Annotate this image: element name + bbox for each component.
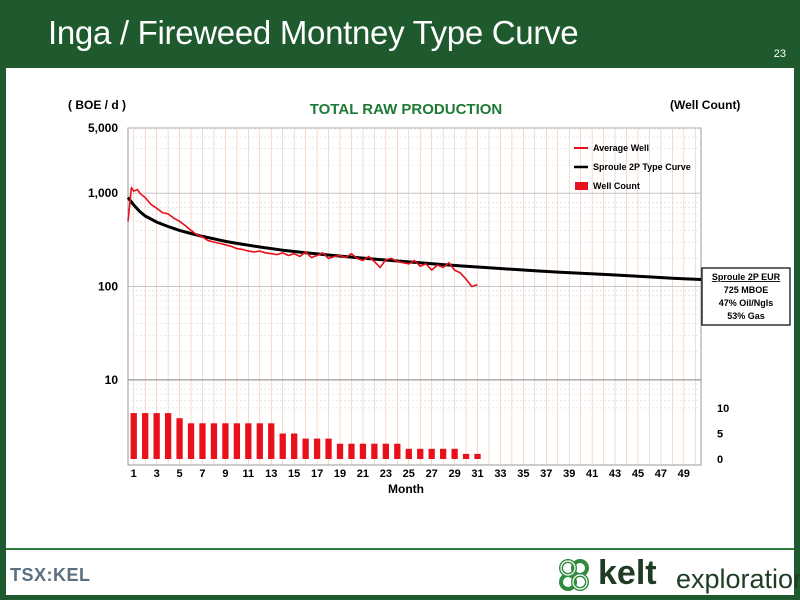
well-count-bar xyxy=(417,448,424,459)
well-count-bar xyxy=(187,423,195,459)
well-count-bar xyxy=(222,423,229,459)
well-count-bar xyxy=(256,423,263,459)
x-tick-label: 45 xyxy=(632,468,644,480)
well-count-bar xyxy=(233,423,241,459)
footer-divider xyxy=(6,548,794,550)
x-tick-label: 31 xyxy=(471,468,483,480)
x-tick-label: 27 xyxy=(426,468,438,480)
well-count-bar xyxy=(451,448,458,459)
well-count-bars xyxy=(130,413,481,459)
x-axis-label: Month xyxy=(388,482,424,496)
well-count-bar xyxy=(336,443,344,459)
x-tick-label: 29 xyxy=(448,468,460,480)
slide-title: Inga / Fireweed Montney Type Curve xyxy=(48,14,579,51)
chart-series-lines xyxy=(126,186,702,288)
chart-grid xyxy=(127,127,702,466)
well-count-bar xyxy=(268,423,275,459)
chart-legend: Average Well Sproule 2P Type Curve Well … xyxy=(574,143,691,191)
y-tick-label: 100 xyxy=(98,280,118,294)
y2-axis-label: (Well Count) xyxy=(670,98,740,112)
well-count-bar xyxy=(142,413,149,459)
well-count-bar xyxy=(313,438,321,459)
legend-label-average-well: Average Well xyxy=(593,143,649,153)
x-tick-label: 3 xyxy=(154,468,160,480)
x-tick-label: 33 xyxy=(494,468,506,480)
well-count-bar xyxy=(439,448,447,459)
company-suffix: exploration xyxy=(676,564,800,594)
well-count-bar xyxy=(279,433,286,459)
x-tick-label: 21 xyxy=(357,468,369,480)
x-tick-label: 15 xyxy=(288,468,300,480)
well-count-bar xyxy=(130,413,137,459)
eur-annotation-line-3: 47% Oil/Ngls xyxy=(719,298,774,308)
plot-area xyxy=(127,127,702,466)
y-tick-label: 1,000 xyxy=(88,186,118,200)
well-count-bar xyxy=(153,413,160,459)
well-count-bar xyxy=(291,433,298,459)
legend-label-type-curve: Sproule 2P Type Curve xyxy=(593,162,691,172)
x-tick-label: 49 xyxy=(678,468,690,480)
well-count-bar xyxy=(164,413,172,459)
x-tick-label: 23 xyxy=(380,468,392,480)
kelt-logo: kelt exploration xyxy=(556,554,800,596)
x-tick-label: 35 xyxy=(517,468,529,480)
well-count-bar xyxy=(359,443,367,459)
y2-tick-label: 0 xyxy=(717,454,723,466)
x-tick-label: 7 xyxy=(199,468,205,480)
y2-tick-label: 5 xyxy=(717,429,723,441)
x-tick-label: 43 xyxy=(609,468,621,480)
x-tick-label: 17 xyxy=(311,468,323,480)
eur-annotation-line-2: 725 MBOE xyxy=(724,285,769,295)
x-tick-label: 39 xyxy=(563,468,575,480)
y-axis-label: ( BOE / d ) xyxy=(68,98,126,112)
well-count-bar xyxy=(462,453,470,459)
y-tick-label: 10 xyxy=(105,373,119,387)
company-name: kelt xyxy=(598,554,657,592)
x-tick-label: 47 xyxy=(655,468,667,480)
x-tick-label: 41 xyxy=(586,468,598,480)
well-count-bar xyxy=(428,448,435,459)
x-tick-label: 11 xyxy=(243,468,255,480)
well-count-bar xyxy=(371,443,378,459)
tsx-ticker: TSX:KEL xyxy=(10,565,91,585)
y-tick-label: 5,000 xyxy=(88,121,118,135)
well-count-bar xyxy=(210,423,218,459)
well-count-bar xyxy=(474,453,481,459)
well-count-bar xyxy=(176,418,183,459)
x-tick-label: 37 xyxy=(540,468,552,480)
x-tick-label: 5 xyxy=(177,468,183,480)
celtic-knot-icon xyxy=(559,559,589,591)
well-count-bar xyxy=(394,443,401,459)
frame-right xyxy=(794,68,800,600)
page-number: 23 xyxy=(773,48,786,60)
eur-annotation-box: Sproule 2P EUR 725 MBOE 47% Oil/Ngls 53%… xyxy=(701,267,791,326)
slide-header: Inga / Fireweed Montney Type Curve 23 xyxy=(0,0,800,68)
well-count-bar xyxy=(325,438,332,459)
well-count-bar xyxy=(302,438,309,459)
eur-annotation-line-1: Sproule 2P EUR xyxy=(712,272,781,282)
x-tick-label: 25 xyxy=(403,468,415,480)
x-tick-label: 9 xyxy=(222,468,228,480)
x-tick-label: 13 xyxy=(265,468,277,480)
well-count-bar xyxy=(245,423,252,459)
y2-tick-label: 10 xyxy=(717,403,729,415)
well-count-bar xyxy=(405,448,412,459)
x-tick-label: 19 xyxy=(334,468,346,480)
well-count-bar xyxy=(382,443,390,459)
eur-annotation-line-4: 53% Gas xyxy=(727,311,765,321)
legend-swatch-well-count xyxy=(575,182,588,190)
legend-label-well-count: Well Count xyxy=(593,181,640,191)
well-count-bar xyxy=(199,423,206,459)
frame-bottom xyxy=(0,595,800,600)
well-count-bar xyxy=(348,443,355,459)
average-well-line xyxy=(127,186,478,288)
chart-title: TOTAL RAW PRODUCTION xyxy=(310,101,503,118)
x-tick-label: 1 xyxy=(131,468,137,480)
frame-left xyxy=(0,68,6,600)
